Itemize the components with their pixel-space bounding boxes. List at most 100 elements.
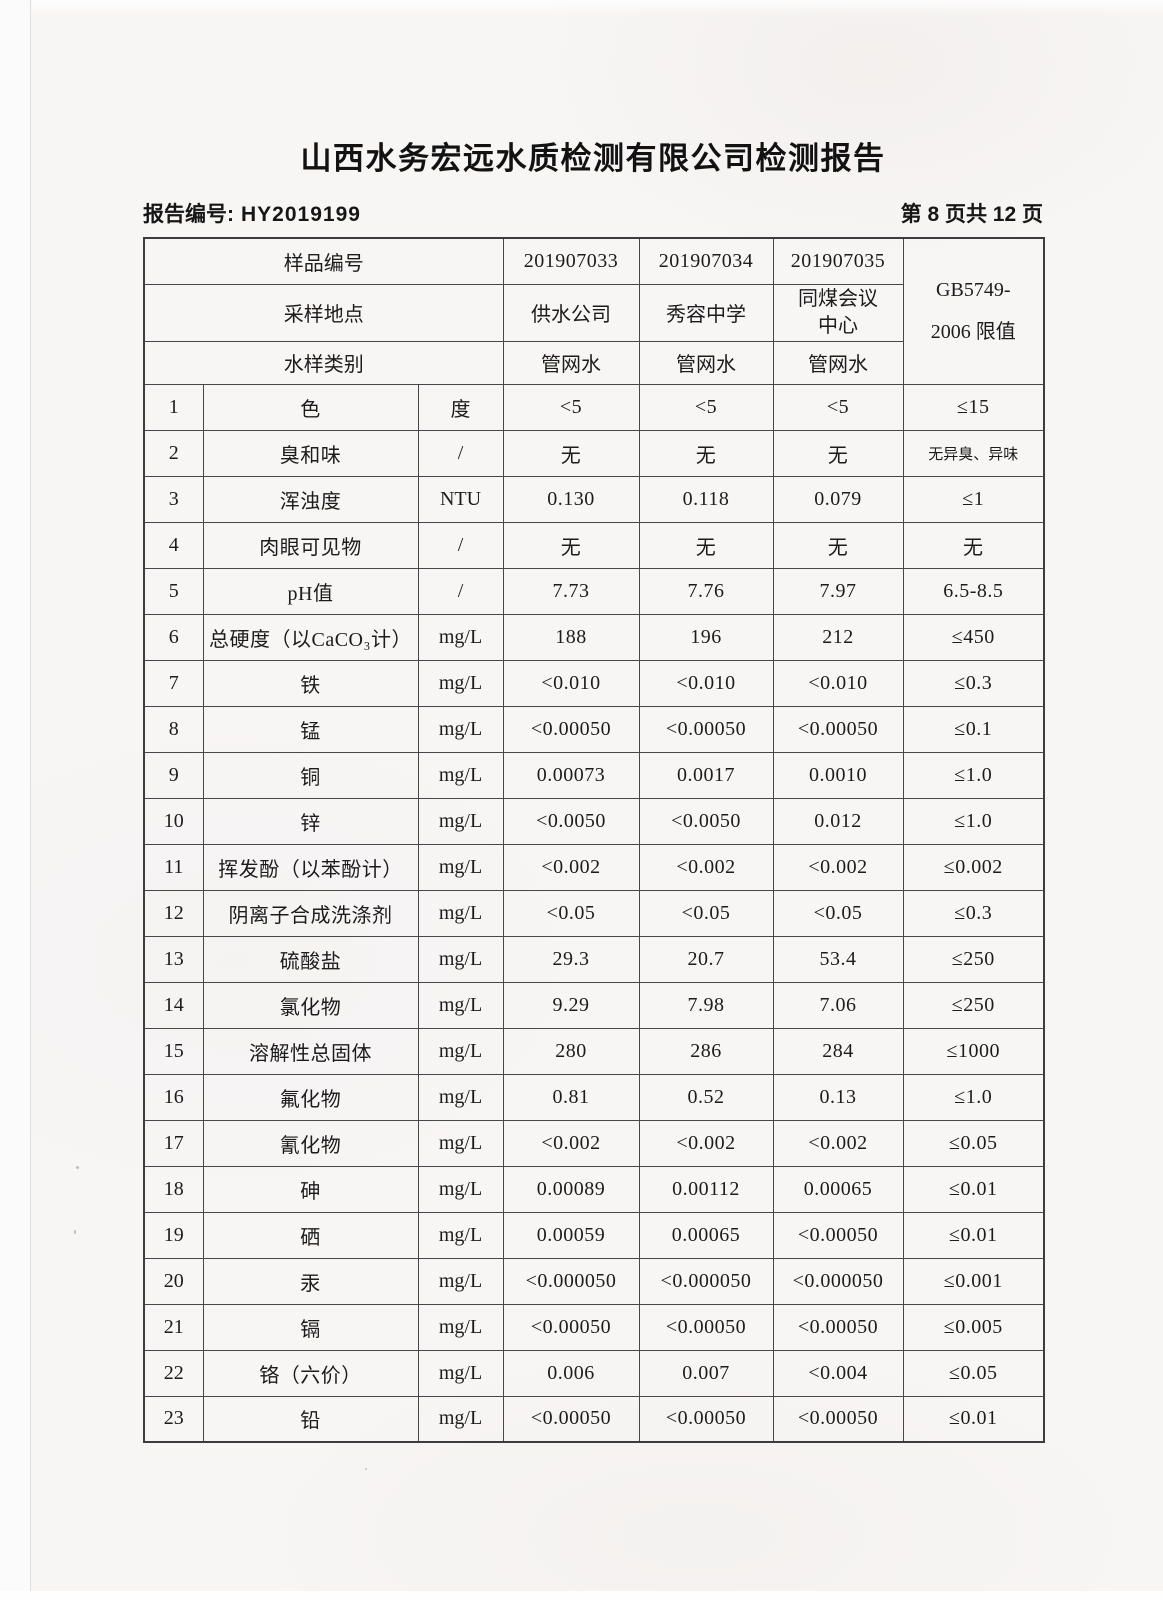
sample3-water-type: 管网水 [772, 340, 904, 385]
sample3-value: 0.079 [772, 475, 904, 523]
param-unit: mg/L [417, 1027, 504, 1075]
table-row: 7 铁 mg/L <0.010 <0.010 <0.010 ≤0.3 [143, 659, 1045, 707]
param-unit: mg/L [417, 613, 504, 661]
sample2-value: <0.00050 [638, 1395, 774, 1443]
report-meta-row: 报告编号: HY2019199 第 8 页共 12 页 [143, 198, 1043, 228]
sample2-value: 无 [638, 521, 774, 569]
param-name: 挥发酚（以苯酚计） [202, 843, 419, 891]
sample3-value: <0.05 [772, 889, 904, 937]
table-row: 13 硫酸盐 mg/L 29.3 20.7 53.4 ≤250 [143, 935, 1045, 983]
param-unit: mg/L [417, 981, 504, 1029]
sample2-location: 秀容中学 [638, 283, 774, 342]
sample2-value: 7.98 [638, 981, 774, 1029]
limit-standard-header: GB5749- 2006 限值 [902, 237, 1045, 385]
sample1-value: <0.05 [502, 889, 640, 937]
report-title: 山西水务宏远水质检测有限公司检测报告 [300, 141, 886, 176]
table-row: 1 色度 <5 <5 <5 ≤15 [143, 383, 1045, 431]
limit-standard-line2: 2006 限值 [930, 321, 1016, 344]
param-unit: / [417, 429, 504, 477]
param-unit: mg/L [417, 1165, 504, 1213]
limit-value: ≤0.01 [902, 1395, 1045, 1443]
sample3-value: 0.012 [772, 797, 904, 845]
param-no: 15 [143, 1027, 204, 1075]
param-unit: mg/L [417, 1349, 504, 1397]
param-unit: mg/L [417, 797, 504, 845]
table-row: 6 总硬度（以CaCO₃计） mg/L 188 196 212 ≤450 [143, 613, 1045, 661]
param-unit: mg/L [417, 935, 504, 983]
sample1-value: <0.0050 [502, 797, 640, 845]
limit-value: ≤1.0 [902, 751, 1045, 799]
param-name: 砷 [202, 1165, 419, 1213]
param-no: 10 [143, 797, 204, 845]
param-no: 20 [143, 1257, 204, 1305]
sample2-value: <0.010 [638, 659, 774, 707]
limit-value: ≤15 [902, 383, 1045, 431]
sample1-value: <0.00050 [502, 705, 640, 753]
limit-value: 6.5-8.5 [902, 567, 1045, 615]
limit-value: ≤0.001 [902, 1257, 1045, 1305]
param-no: 14 [143, 981, 204, 1029]
sample3-value: <0.004 [772, 1349, 904, 1397]
sample1-value: 0.00059 [502, 1211, 640, 1259]
limit-value: ≤1000 [902, 1027, 1045, 1075]
limit-value: ≤1 [902, 475, 1045, 523]
param-no: 16 [143, 1073, 204, 1121]
limit-value: ≤1.0 [902, 797, 1045, 845]
sample-id-label: 样品编号 [143, 237, 504, 285]
param-name: 肉眼可见物 [202, 521, 419, 569]
table-row: 19 硒 mg/L 0.00059 0.00065 <0.00050 ≤0.01 [143, 1211, 1045, 1259]
sample1-value: 29.3 [502, 935, 640, 983]
sample1-water-type: 管网水 [502, 340, 640, 385]
results-table-body: 1 色度 <5 <5 <5 ≤15 2 臭和味 / 无无无无异臭、异味 3 浑浊度 NTU 0.130 0.… [143, 383, 1045, 1443]
sample2-value: <5 [638, 383, 774, 431]
param-unit: mg/L [417, 843, 504, 891]
sample2-value: 0.0017 [638, 751, 774, 799]
header-row-location: 采样地点 供水公司 秀容中学 同煤会议中心 [143, 283, 1044, 342]
limit-value: ≤250 [902, 935, 1045, 983]
param-no: 12 [143, 889, 204, 937]
sample3-value: <0.00050 [772, 705, 904, 753]
sample1-value: 0.130 [502, 475, 640, 523]
sample3-value: <0.00050 [772, 1395, 904, 1443]
param-no: 9 [143, 751, 204, 799]
param-unit: mg/L [417, 659, 504, 707]
page-left-edge [0, 0, 31, 1600]
table-row: 22 铬（六价） mg/L 0.006 0.007 <0.004 ≤0.05 [143, 1349, 1045, 1397]
param-name: 硒 [202, 1211, 419, 1259]
sample3-value: 53.4 [772, 935, 904, 983]
sample1-value: <5 [502, 383, 640, 431]
sample3-value: <0.002 [772, 1119, 904, 1167]
sample3-id: 201907035 [772, 237, 904, 285]
param-name: 硫酸盐 [202, 935, 419, 983]
limit-value: ≤0.005 [902, 1303, 1045, 1351]
param-no: 18 [143, 1165, 204, 1213]
limit-value: ≤0.01 [902, 1211, 1045, 1259]
param-name: 锰 [202, 705, 419, 753]
param-name: 铁 [202, 659, 419, 707]
table-row: 4 肉眼可见物 / 无无无无 [143, 521, 1045, 569]
limit-value: 无异臭、异味 [902, 429, 1045, 477]
table-row: 23 铅 mg/L <0.00050 <0.00050 <0.00050 ≤0.01 [143, 1395, 1045, 1443]
table-row: 9 铜 mg/L 0.00073 0.0017 0.0010 ≤1.0 [143, 751, 1045, 799]
sample2-value: <0.000050 [638, 1257, 774, 1305]
param-no: 5 [143, 567, 204, 615]
sample2-value: 286 [638, 1027, 774, 1075]
sample2-value: <0.002 [638, 1119, 774, 1167]
sample3-value: 0.0010 [772, 751, 904, 799]
param-name: 汞 [202, 1257, 419, 1305]
sample3-value: 7.06 [772, 981, 904, 1029]
header-row-sample-id: 样品编号 201907033 201907034 201907035 GB574… [143, 237, 1045, 385]
table-row: 21 镉 mg/L <0.00050 <0.00050 <0.00050 ≤0.005 [143, 1303, 1045, 1351]
sample1-value: 280 [502, 1027, 640, 1075]
param-unit: mg/L [417, 751, 504, 799]
param-unit: NTU [417, 475, 504, 523]
sample1-value: 0.81 [502, 1073, 640, 1121]
sample3-value: <5 [772, 383, 904, 431]
param-no: 3 [143, 475, 204, 523]
table-row: 20 汞 mg/L <0.000050 <0.000050 <0.000050 ≤0.001 [143, 1257, 1045, 1305]
sample2-value: <0.0050 [638, 797, 774, 845]
sample1-value: <0.010 [502, 659, 640, 707]
param-no: 2 [143, 429, 204, 477]
limit-value: ≤0.1 [902, 705, 1045, 753]
param-name: 阴离子合成洗涤剂 [202, 889, 419, 937]
